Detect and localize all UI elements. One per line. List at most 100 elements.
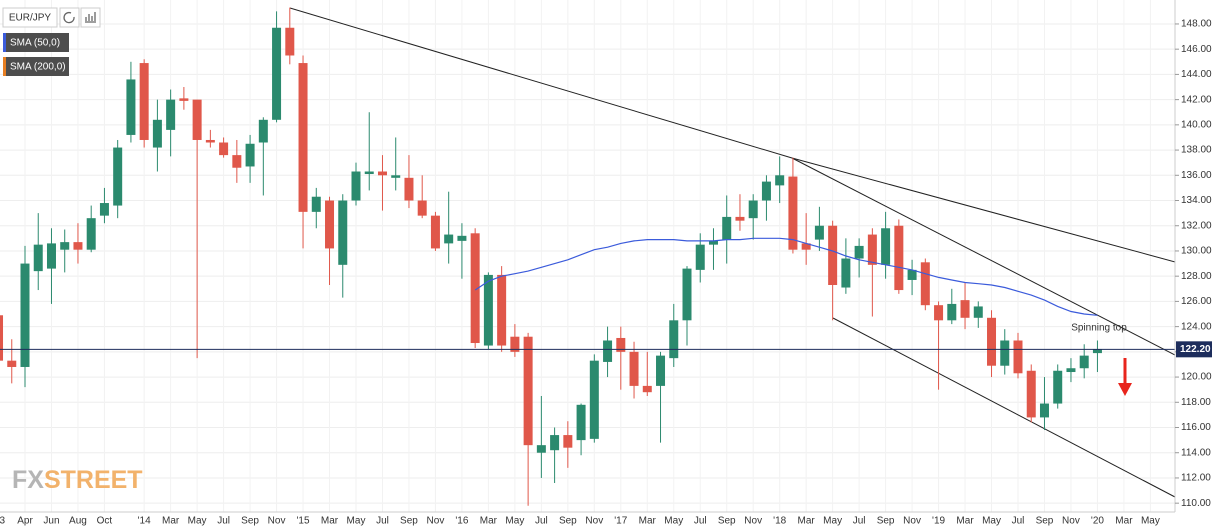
x-tick-label: Sep — [241, 516, 259, 527]
x-tick-label: Jul — [853, 516, 866, 527]
x-tick-label: Mar — [639, 516, 657, 527]
candle-body — [589, 360, 599, 439]
candle-body — [629, 351, 639, 386]
candle-body — [934, 305, 944, 321]
y-tick-label: 128.00 — [1181, 271, 1212, 282]
candle-body — [258, 119, 268, 143]
candle-body — [669, 320, 679, 359]
y-tick-label: 126.00 — [1181, 296, 1212, 307]
x-tick-label: Sep — [718, 516, 736, 527]
candle-body — [563, 435, 573, 448]
candle-body — [7, 360, 17, 367]
indicator-button[interactable] — [80, 7, 101, 28]
candle-body — [987, 317, 997, 366]
x-tick-label: May — [188, 516, 207, 527]
candle-body — [761, 181, 771, 201]
indicator-icon — [85, 12, 96, 23]
y-tick-label: 136.00 — [1181, 170, 1212, 181]
candle-body — [550, 435, 560, 451]
candle-body — [444, 234, 454, 244]
candle-body — [722, 216, 732, 240]
candle-body — [682, 268, 692, 321]
candle-body — [523, 336, 533, 446]
candle-body — [60, 242, 70, 250]
trend-line — [791, 157, 1212, 273]
candle-body — [801, 243, 811, 250]
y-tick-label: 124.00 — [1181, 321, 1212, 332]
x-tick-label: '13 — [0, 516, 5, 527]
candle-body — [1026, 370, 1036, 418]
axis: 110.00 112.00 114.00 116.00 118.00 120.00 122.… — [0, 19, 1212, 527]
candle-body — [33, 244, 43, 272]
trend-line — [289, 7, 793, 159]
legend-swatch — [3, 33, 6, 52]
candle-body — [126, 79, 136, 135]
x-tick-label: '20 — [1091, 516, 1104, 527]
x-tick-label: Sep — [559, 516, 577, 527]
grid — [0, 0, 1175, 512]
candle-body — [603, 340, 613, 362]
x-tick-label: '15 — [297, 516, 310, 527]
x-tick-label: Nov — [268, 516, 286, 527]
x-tick-label: May — [347, 516, 366, 527]
logo: FXSTREET — [12, 466, 143, 494]
y-tick-label: 120.00 — [1181, 372, 1212, 383]
refresh-button[interactable] — [59, 7, 80, 28]
candle-body — [351, 171, 361, 201]
y-tick-label: 110.00 — [1181, 498, 1211, 509]
candle-body — [0, 315, 4, 361]
refresh-icon — [63, 11, 75, 24]
y-tick-label: 116.00 — [1181, 422, 1211, 433]
candle-body — [338, 200, 348, 265]
symbol-box[interactable] — [2, 7, 58, 28]
candle-body — [73, 242, 83, 250]
last-price-label: 122.20 — [1180, 344, 1211, 355]
candle-body — [510, 336, 520, 352]
x-tick-label: Jul — [376, 516, 389, 527]
logo-part: STREET — [44, 466, 143, 494]
legend-label: SMA (200,0) — [10, 62, 66, 73]
candle-body — [616, 337, 626, 352]
candle-body — [364, 171, 374, 175]
legend: SMA (50,0) SMA (200,0) — [3, 33, 69, 76]
candle-body — [377, 171, 387, 176]
candle-body — [152, 119, 162, 148]
candle-body — [695, 244, 705, 270]
candle-body — [642, 385, 652, 393]
candle-body — [99, 203, 109, 216]
x-tick-label: Nov — [744, 516, 762, 527]
candle-body — [973, 306, 983, 318]
candle-body — [894, 225, 904, 291]
x-tick-label: Jul — [535, 516, 548, 527]
candle-body — [748, 200, 758, 219]
symbol: EUR/JPY — [9, 13, 52, 24]
x-tick-label: Mar — [480, 516, 498, 527]
candle-body — [430, 215, 440, 249]
legend-box — [3, 33, 69, 52]
candle-body — [179, 98, 189, 101]
legend-swatch — [3, 57, 6, 76]
candle-body — [1079, 355, 1089, 369]
candle-body — [854, 245, 864, 259]
candle-body — [298, 63, 308, 212]
x-tick-label: '19 — [932, 516, 945, 527]
candle-body — [1013, 340, 1023, 374]
x-tick-label: '14 — [138, 516, 151, 527]
last-price-tag — [1176, 341, 1212, 358]
x-tick-label: Sep — [877, 516, 895, 527]
x-tick-label: '17 — [614, 516, 627, 527]
x-tick-label: May — [664, 516, 683, 527]
candle-body — [576, 404, 586, 441]
x-tick-label: Nov — [427, 516, 445, 527]
y-tick-label: 118.00 — [1181, 397, 1211, 408]
x-tick-label: Jul — [217, 516, 230, 527]
candle-body — [497, 274, 507, 346]
candle-body — [192, 99, 202, 140]
legend-box — [3, 57, 69, 76]
candle-body — [1066, 368, 1076, 373]
y-tick-label: 148.00 — [1181, 19, 1212, 30]
candle-body — [1092, 349, 1102, 354]
candle-body — [1039, 403, 1049, 418]
logo-part: FX — [12, 466, 44, 494]
